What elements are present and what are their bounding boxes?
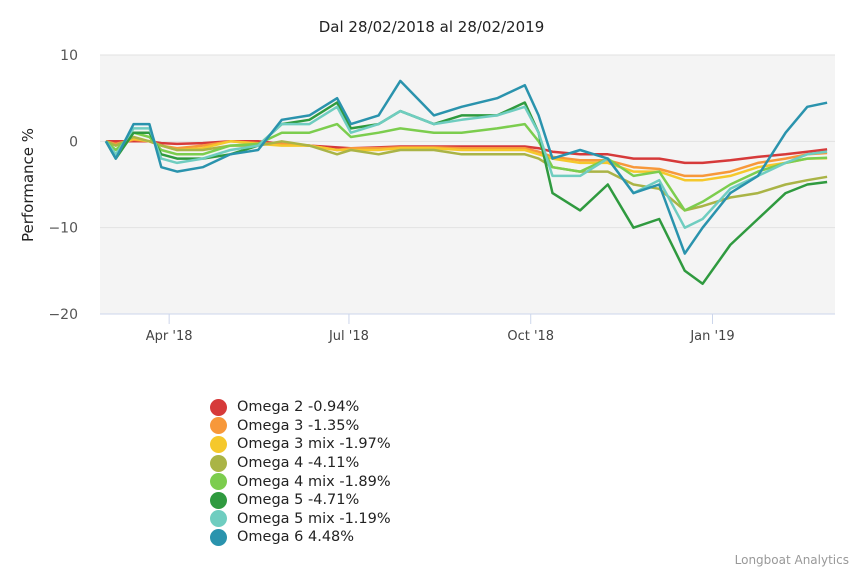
legend-dot-icon [210, 473, 227, 491]
legend-item[interactable]: Omega 2 -0.94% [210, 398, 391, 417]
legend-label: Omega 4 -4.11% [237, 455, 360, 472]
series-line-omega-5-mix [104, 105, 828, 229]
legend-item[interactable]: Omega 3 -1.35% [210, 417, 391, 436]
legend-label: Omega 3 -1.35% [237, 417, 360, 434]
y-tick-label: −10 [48, 221, 78, 237]
series-line-omega-3 [105, 138, 828, 178]
legend-item[interactable]: Omega 4 mix -1.89% [210, 472, 391, 491]
legend-item[interactable]: Omega 4 -4.11% [210, 454, 391, 473]
legend-dot-icon [210, 528, 227, 546]
legend-label: Omega 5 -4.71% [237, 492, 360, 509]
legend-item[interactable]: Omega 5 -4.71% [210, 491, 391, 510]
credit-link[interactable]: Longboat Analytics [734, 553, 849, 567]
legend-label: Omega 6 4.48% [237, 529, 355, 546]
series-line-omega-4 [105, 135, 828, 212]
legend-dot-icon [210, 510, 227, 528]
legend: Omega 2 -0.94% Omega 3 -1.35% Omega 3 mix … [210, 398, 391, 547]
x-tick-label: Apr '18 [146, 329, 193, 344]
x-tick-label: Jan '19 [689, 329, 734, 344]
legend-item[interactable]: Omega 5 mix -1.19% [210, 510, 391, 529]
legend-item[interactable]: Omega 3 mix -1.97% [210, 435, 391, 454]
series-line-omega-2 [105, 140, 828, 165]
series-line-omega-5 [104, 101, 828, 286]
x-tick-label: Jul '18 [328, 329, 369, 344]
legend-label: Omega 5 mix -1.19% [237, 510, 391, 527]
legend-item[interactable]: Omega 6 4.48% [210, 528, 391, 547]
y-axis-title: Performance % [19, 128, 37, 242]
legend-dot-icon [210, 417, 227, 435]
legend-dot-icon [210, 435, 227, 453]
legend-label: Omega 4 mix -1.89% [237, 473, 391, 490]
chart-title: Dal 28/02/2018 al 28/02/2019 [318, 18, 545, 36]
legend-dot-icon [210, 398, 227, 416]
legend-label: Omega 3 mix -1.97% [237, 436, 391, 453]
y-tick-label: 0 [69, 134, 78, 150]
legend-dot-icon [210, 491, 227, 509]
series-line-omega-4-mix [105, 122, 828, 212]
legend-label: Omega 2 -0.94% [237, 399, 360, 416]
x-tick-label: Oct '18 [507, 329, 554, 344]
series-line-omega-6 [104, 79, 828, 255]
plot-area [100, 55, 835, 314]
y-tick-label: −20 [48, 307, 78, 323]
legend-dot-icon [210, 454, 227, 472]
y-tick-label: 10 [60, 48, 78, 64]
